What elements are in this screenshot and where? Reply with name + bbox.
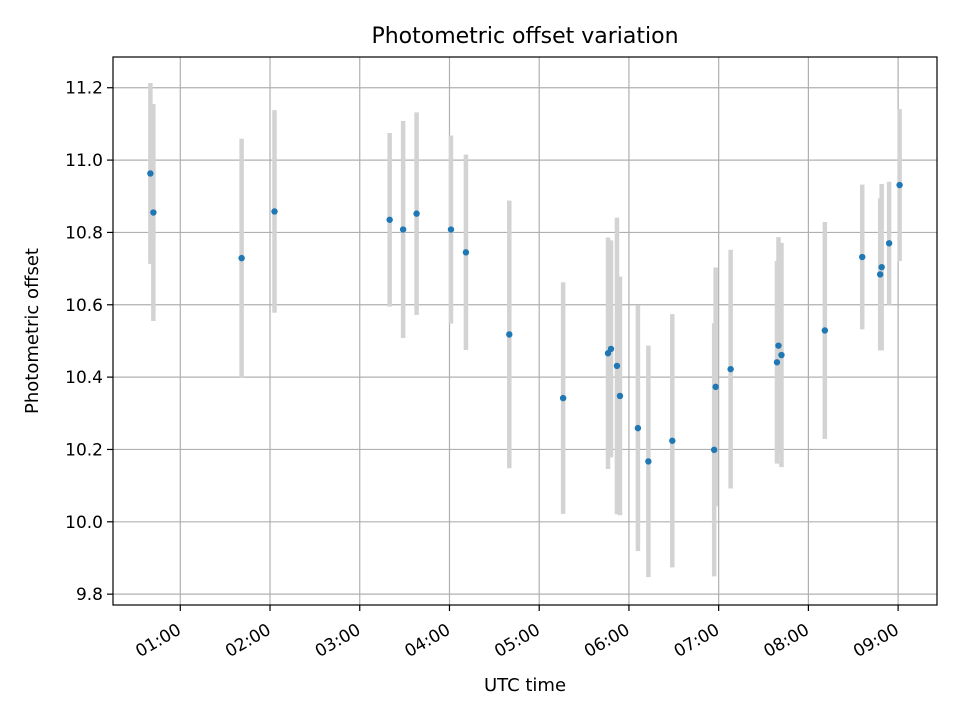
grid xyxy=(113,57,937,605)
y-tick-label: 9.8 xyxy=(76,585,103,605)
data-point xyxy=(616,392,624,400)
data-point xyxy=(710,446,718,454)
data-point xyxy=(462,249,470,256)
data-point xyxy=(859,253,866,261)
data-point xyxy=(645,458,652,465)
data-point xyxy=(147,170,154,177)
data-point xyxy=(413,210,420,217)
y-tick-label: 10.6 xyxy=(65,296,103,316)
data-point xyxy=(607,345,615,353)
data-point xyxy=(669,437,676,444)
data-point xyxy=(876,271,884,278)
data-point xyxy=(150,209,157,216)
data-point xyxy=(727,365,734,373)
data-point xyxy=(238,254,245,262)
data-point xyxy=(271,208,278,215)
y-axis-ticks: 9.8 10.0 10.2 10.4 10.6 10.8 11.0 11.2 xyxy=(65,79,113,605)
y-axis-label: Photometric offset xyxy=(22,248,43,414)
data-point xyxy=(559,394,567,402)
y-tick-label: 11.2 xyxy=(65,79,103,99)
data-point xyxy=(712,383,719,391)
plot-frame xyxy=(112,56,938,606)
data-point xyxy=(399,226,407,233)
data-point xyxy=(775,342,782,349)
data-point xyxy=(634,424,642,432)
y-tick-label: 10.0 xyxy=(65,513,103,533)
data-point xyxy=(447,226,455,233)
x-axis-label: UTC time xyxy=(484,675,566,696)
data-point xyxy=(885,240,893,247)
y-tick-label: 10.8 xyxy=(65,223,103,243)
data-point xyxy=(778,351,785,359)
data-point xyxy=(896,181,903,189)
y-tick-label: 11.0 xyxy=(65,151,103,171)
data-point xyxy=(386,216,393,223)
y-tick-label: 10.2 xyxy=(65,440,103,460)
data-point xyxy=(613,362,621,370)
data-point xyxy=(506,331,513,338)
chart-title: Photometric offset variation xyxy=(371,24,678,49)
data-point xyxy=(878,263,885,271)
y-tick-label: 10.4 xyxy=(65,368,103,388)
data-points xyxy=(147,170,903,465)
data-point xyxy=(821,327,829,334)
data-point xyxy=(773,359,781,366)
